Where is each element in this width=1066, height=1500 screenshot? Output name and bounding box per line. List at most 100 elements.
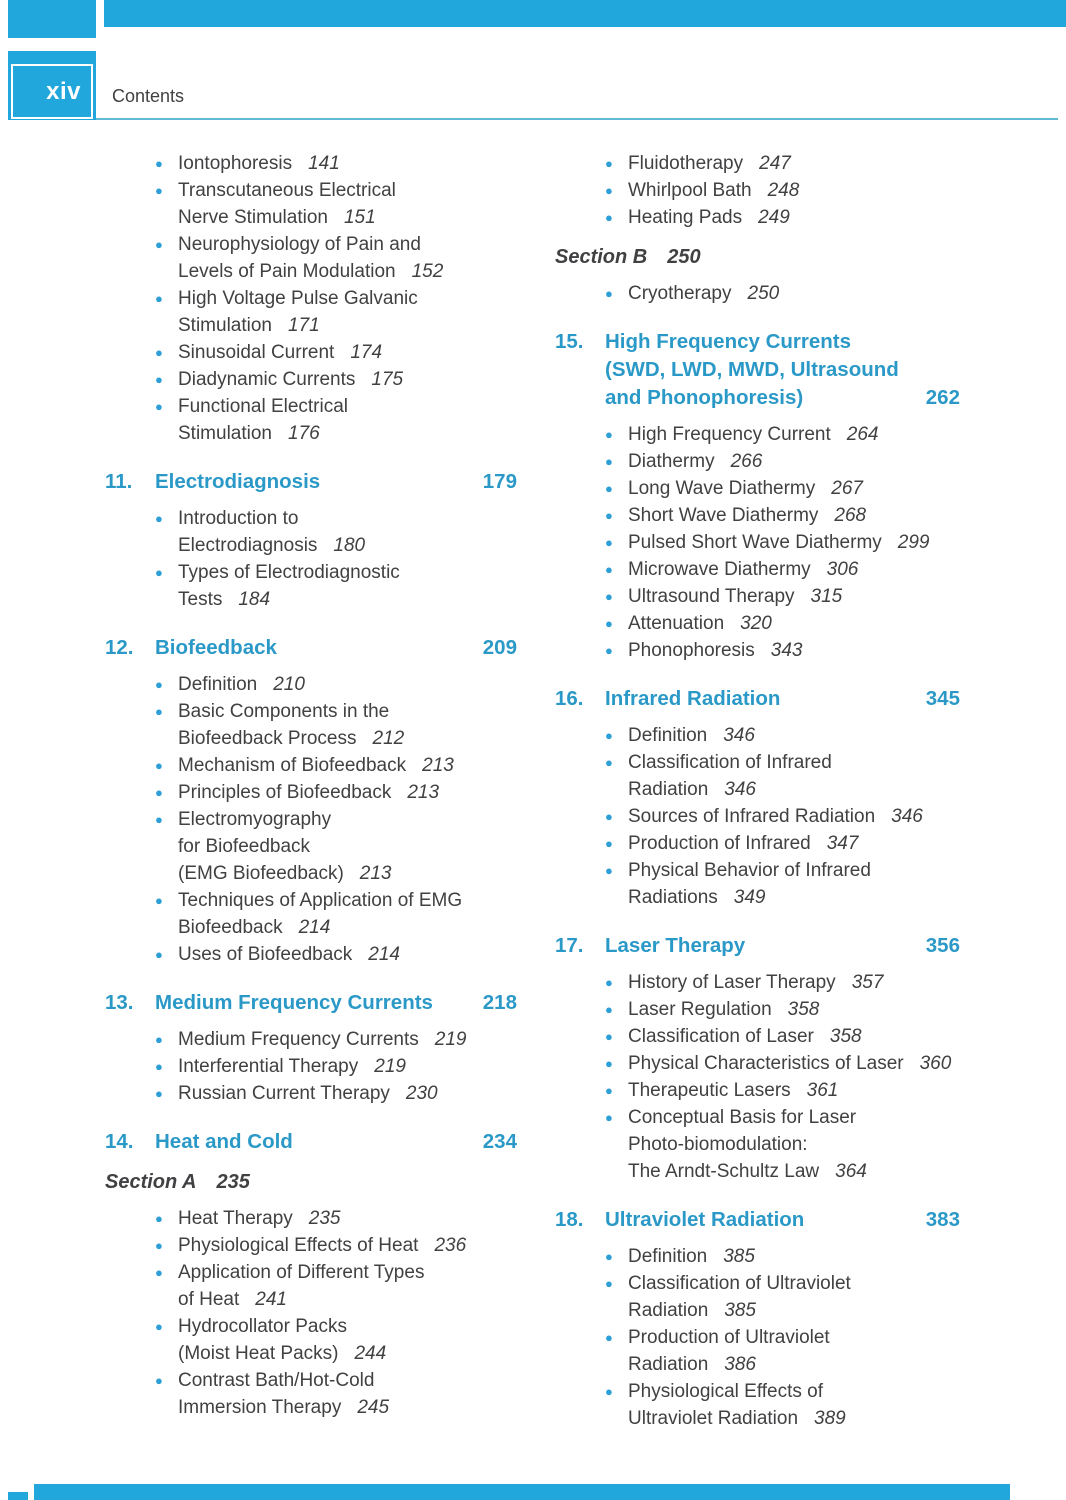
bullet-icon: ● [605, 975, 613, 990]
toc-entry: ● Uses of Biofeedback 214 [105, 941, 517, 968]
bullet-icon: ● [605, 1110, 613, 1125]
entry-title: Physiological Effects of Heat [178, 1235, 419, 1256]
toc-entry: ● Techniques of Application of EMG Biofeed… [105, 887, 517, 941]
entry-title: Interferential Therapy [178, 1056, 359, 1077]
toc-entry: ● Contrast Bath/Hot-Cold Immersion Therapy… [105, 1367, 517, 1421]
entry-page-number: 180 [333, 535, 366, 556]
chapter-row: 15. High Frequency Currents (SWD, LWD, MWD… [555, 328, 960, 412]
entry-title: Types of Electrodiagnostic Tests [178, 562, 400, 610]
entry-page-number: 357 [851, 972, 884, 993]
bullet-icon: ● [155, 785, 163, 800]
entry-title: Classification of Infrared Radiation [628, 752, 832, 800]
entry-title: High Voltage Pulse Galvanic Stimulation [178, 288, 418, 336]
bullet-icon: ● [605, 562, 613, 577]
toc-entry: ● Heating Pads 249 [555, 204, 960, 231]
entry-page-number: 213 [407, 782, 440, 803]
toc-entry: ● Hydrocollator Packs (Moist Heat Packs) 24… [105, 1313, 517, 1367]
entry-page-number: 236 [434, 1235, 467, 1256]
entry-title: Production of Infrared [628, 833, 811, 854]
toc-entry: ● High Voltage Pulse Galvanic Stimulation 1… [105, 285, 517, 339]
entry-page-number: 176 [288, 423, 320, 444]
entry-page-number: 358 [787, 999, 820, 1020]
bullet-icon: ● [155, 345, 163, 360]
entry-title: Russian Current Therapy [178, 1083, 390, 1104]
entry-title: Attenuation [628, 613, 725, 634]
chapter-title: Infrared Radiation [605, 687, 781, 710]
entry-title: Sinusoidal Current [178, 342, 335, 363]
chapter-number: 15. [555, 330, 584, 353]
bullet-icon: ● [605, 1276, 613, 1291]
entry-page-number: 264 [846, 424, 879, 445]
page-folio: xiv [11, 64, 93, 119]
entry-title: Transcutaneous Electrical Nerve Stimulati… [178, 180, 396, 228]
chapter-page-number: 209 [482, 636, 517, 659]
entry-page-number: 152 [411, 261, 444, 282]
toc-column: ● Fluidotherapy 247 ● Whirlpool Bath 248 ● Heat… [555, 150, 960, 1432]
entry-page-number: 175 [371, 369, 404, 390]
entry-title: Medium Frequency Currents [178, 1029, 419, 1050]
entry-page-number: 213 [359, 863, 392, 884]
entry-title: Phonophoresis [628, 640, 755, 661]
chapter-page-number: 262 [925, 386, 960, 409]
toc-entry: ● Attenuation 320 [555, 610, 960, 637]
bullet-icon: ● [155, 372, 163, 387]
chapter-title: High Frequency Currents (SWD, LWD, MWD, U… [605, 330, 899, 409]
bullet-icon: ● [155, 704, 163, 719]
bullet-icon: ● [155, 947, 163, 962]
entry-page-number: 247 [759, 153, 791, 174]
bullet-icon: ● [605, 481, 613, 496]
entry-title: Classification of Ultraviolet Radiation [628, 1273, 851, 1321]
toc-entry: ● Russian Current Therapy 230 [105, 1080, 517, 1107]
toc-entry: ● Definition 346 [555, 722, 960, 749]
entry-title: Physical Behavior of Infrared Radiations [628, 860, 871, 908]
toc-entry: ● Definition 210 [105, 671, 517, 698]
chapter-number: 16. [555, 687, 584, 710]
page-corner-block: xiv [8, 0, 96, 120]
entry-page-number: 385 [723, 1246, 755, 1267]
bullet-icon: ● [155, 893, 163, 908]
entry-page-number: 184 [238, 589, 271, 610]
bottom-corner-block [8, 1492, 28, 1500]
toc-entry: ● Classification of Ultraviolet Radiation 3… [555, 1270, 960, 1324]
entry-page-number: 219 [434, 1029, 467, 1050]
bullet-icon: ● [605, 210, 613, 225]
toc-entry: ● Pulsed Short Wave Diathermy 299 [555, 529, 960, 556]
chapter-title: Laser Therapy [605, 934, 746, 957]
chapter-page-number: 383 [925, 1208, 960, 1231]
top-accent-bar [104, 0, 1066, 27]
bullet-icon: ● [605, 286, 613, 301]
entry-title: Therapeutic Lasers [628, 1080, 791, 1101]
entry-page-number: 360 [919, 1053, 952, 1074]
bullet-icon: ● [155, 1238, 163, 1253]
bottom-accent-bar [34, 1484, 1010, 1500]
chapter-row: 17. Laser Therapy 356 [555, 932, 960, 960]
entry-page-number: 386 [724, 1354, 756, 1375]
entry-page-number: 250 [747, 283, 780, 304]
entry-page-number: 245 [357, 1397, 390, 1418]
bullet-icon: ● [155, 183, 163, 198]
toc-entry: ● Diadynamic Currents 175 [105, 366, 517, 393]
entry-page-number: 171 [288, 315, 320, 336]
bullet-icon: ● [155, 237, 163, 252]
toc-entry: ● Basic Components in the Biofeedback Proc… [105, 698, 517, 752]
corner-white-gap [8, 38, 96, 51]
entry-title: Cryotherapy [628, 283, 732, 304]
header-rule [96, 118, 1058, 120]
toc-content: ● Iontophoresis 141 ● Transcutaneous Electri… [105, 150, 960, 1432]
entry-page-number: 214 [298, 917, 331, 938]
entry-page-number: 315 [810, 586, 843, 607]
chapter-title: Ultraviolet Radiation [605, 1208, 805, 1231]
chapter-number: 11. [105, 470, 133, 493]
entry-title: Short Wave Diathermy [628, 505, 819, 526]
bullet-icon: ● [155, 812, 163, 827]
toc-entry: ● Physiological Effects of Ultraviolet Rad… [555, 1378, 960, 1432]
bullet-icon: ● [605, 863, 613, 878]
toc-entry: ● High Frequency Current 264 [555, 421, 960, 448]
toc-entry: ● Conceptual Basis for Laser Photo-biomodu… [555, 1104, 960, 1185]
bullet-icon: ● [605, 183, 613, 198]
entry-page-number: 248 [767, 180, 800, 201]
entry-title: Sources of Infrared Radiation [628, 806, 876, 827]
toc-entry: ● Whirlpool Bath 248 [555, 177, 960, 204]
toc-entry: ● Long Wave Diathermy 267 [555, 475, 960, 502]
entry-title: Electromyography for Biofeedback (EMG Biof… [178, 809, 344, 884]
